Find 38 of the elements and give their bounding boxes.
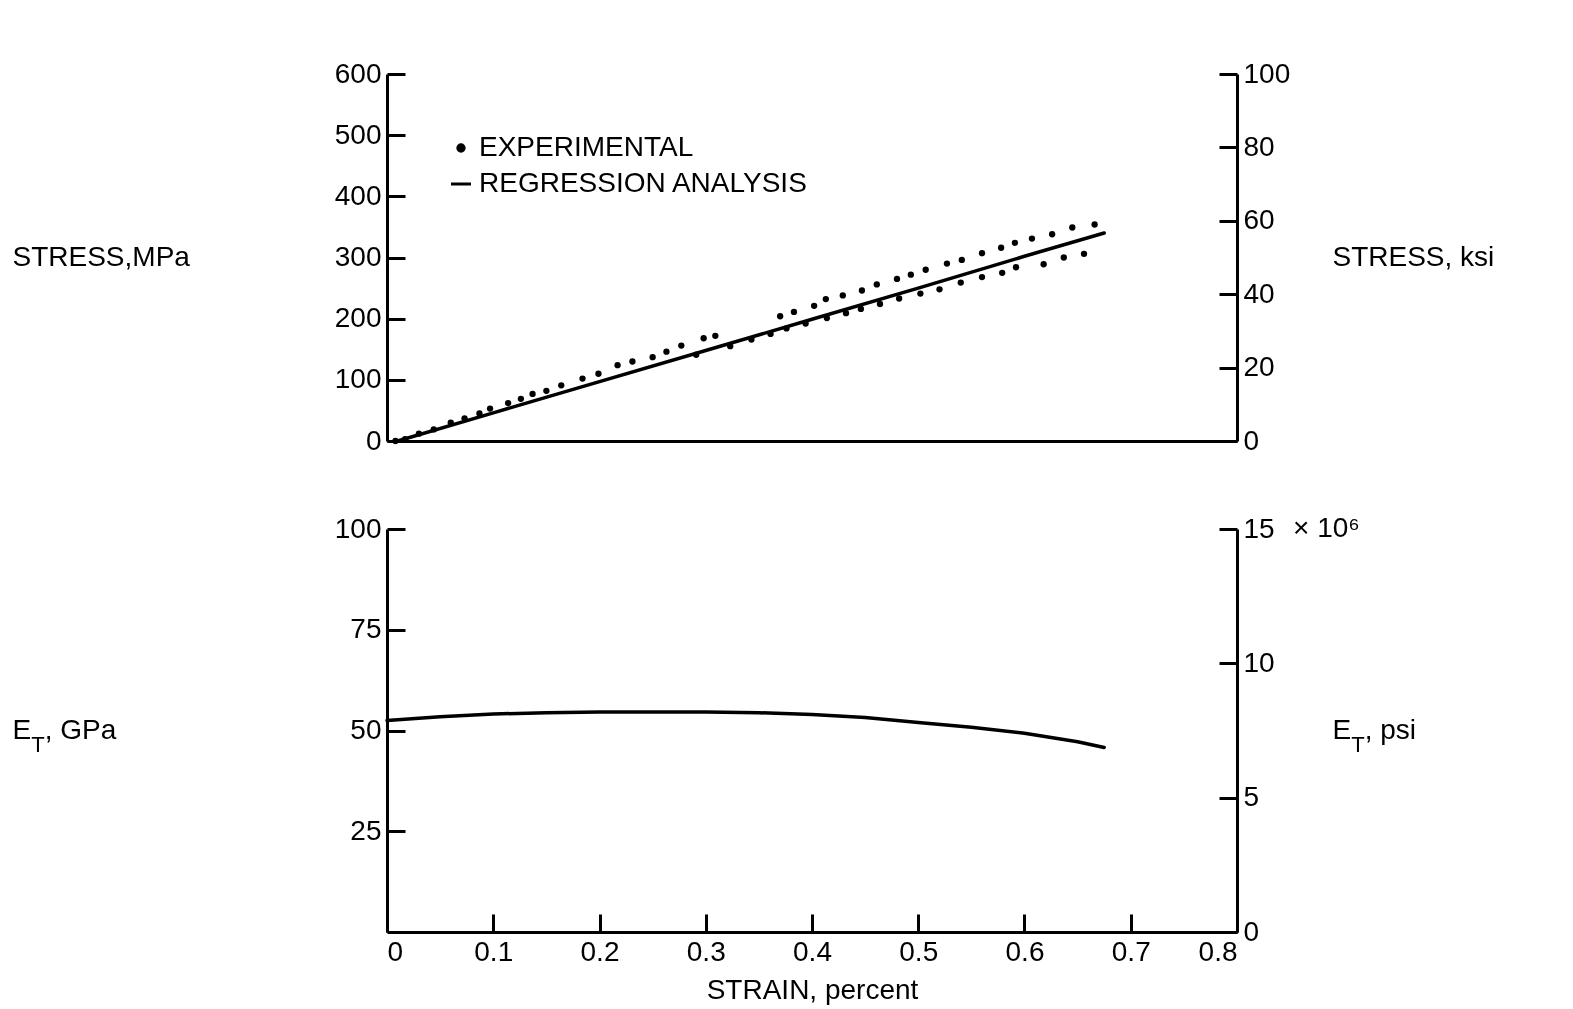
y-tick-label: 25 <box>350 814 382 846</box>
y-tick-label: 400 <box>334 179 382 211</box>
legend-label: EXPERIMENTAL <box>479 131 694 162</box>
y2-tick-label: 10 <box>1243 646 1275 678</box>
x-tick-label: 0 <box>387 935 404 967</box>
y-tick-label: 200 <box>334 302 382 334</box>
x-tick-label: 0.3 <box>686 935 726 967</box>
x-tick-label: 0.4 <box>793 935 832 967</box>
y2-tick-label: 0 <box>1243 424 1260 456</box>
y-axis-title: E$_{T}$, GPa <box>12 714 117 757</box>
y-tick-label: 100 <box>334 363 382 395</box>
y2-axis-title: E$_{T}$, psi <box>1332 714 1416 757</box>
y2-tick-label: 100 <box>1243 57 1291 89</box>
y2-tick-label: 0 <box>1243 915 1260 947</box>
x-tick-label: 0.7 <box>1111 935 1151 967</box>
y-tick-label: 50 <box>350 714 382 745</box>
x-tick-label: 0.1 <box>474 935 514 967</box>
y-axis-title: STRESS,MPa <box>12 241 191 272</box>
y-tick-label: 75 <box>350 613 382 645</box>
x-tick-label: 0.5 <box>899 935 939 967</box>
text: × 10⁶ <box>1293 512 1360 543</box>
y2-tick-label: 5 <box>1243 781 1260 813</box>
y-tick-label: 100 <box>334 512 382 544</box>
x-tick-label: 0.2 <box>580 935 620 967</box>
y2-tick-label: 80 <box>1243 130 1275 162</box>
x-tick-label: 0.6 <box>1005 935 1045 967</box>
x-tick-label: 0.8 <box>1198 935 1238 967</box>
y-tick-label: 300 <box>334 241 382 272</box>
y2-tick-label: 60 <box>1243 204 1275 236</box>
y2-tick-label: 40 <box>1243 277 1275 309</box>
y-tick-label: 600 <box>334 57 382 89</box>
y2-tick-label: 15 <box>1243 512 1275 544</box>
y-tick-label: 0 <box>365 424 382 456</box>
y2-tick-label: 20 <box>1243 351 1275 383</box>
x-axis-title: STRAIN, percent <box>706 973 919 1005</box>
y-tick-label: 500 <box>334 118 382 150</box>
y2-axis-title: STRESS, ksi <box>1332 241 1495 272</box>
legend-label: REGRESSION ANALYSIS <box>479 167 807 198</box>
